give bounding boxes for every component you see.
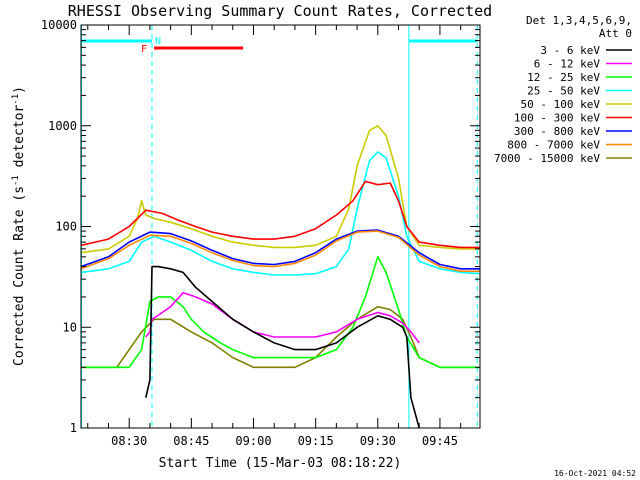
legend-label: 50 - 100 keV bbox=[521, 98, 601, 111]
y-axis-label-end: ) bbox=[12, 86, 27, 94]
legend-label: 25 - 50 keV bbox=[527, 85, 600, 98]
y-tick-label: 10 bbox=[63, 320, 77, 334]
y-axis-label-mid: detector bbox=[12, 105, 27, 176]
date-stamp: 16-Oct-2021 04:52 bbox=[554, 469, 636, 478]
legend-label: 7000 - 15000 keV bbox=[494, 152, 600, 165]
series-line-50-100-kev bbox=[81, 125, 480, 254]
x-tick-label: 09:30 bbox=[360, 434, 396, 448]
series-line-800-7000-kev bbox=[81, 230, 480, 273]
series-line-6-12-kev bbox=[145, 291, 420, 344]
series-lines bbox=[81, 125, 480, 428]
legend-header-line-1: Det 1,3,4,5,6,9, bbox=[526, 14, 632, 27]
legend-label: 12 - 25 keV bbox=[527, 71, 600, 84]
y-axis-label: Corrected Count Rate (s-1 detector-1) bbox=[11, 86, 27, 366]
y-axis-label-sup1: -1 bbox=[11, 175, 21, 186]
night-flag-label: N bbox=[155, 36, 161, 47]
x-tick-label: 08:30 bbox=[111, 434, 147, 448]
x-axis-ticks: 08:30 08:45 09:00 09:15 09:30 09:45 bbox=[87, 25, 462, 448]
x-tick-label: 09:15 bbox=[298, 434, 334, 448]
x-tick-label: 08:45 bbox=[173, 434, 209, 448]
x-axis-label: Start Time (15-Mar-03 08:18:22) bbox=[159, 456, 402, 471]
legend-label: 100 - 300 keV bbox=[514, 112, 600, 125]
chart-title: RHESSI Observing Summary Count Rates, Co… bbox=[68, 2, 492, 20]
series-line-100-300-kev bbox=[81, 180, 480, 249]
series-line-12-25-kev bbox=[81, 255, 480, 369]
series-line-3-6-kev bbox=[145, 265, 420, 428]
x-tick-label: 09:45 bbox=[422, 434, 458, 448]
flare-flag-label: F bbox=[141, 44, 147, 55]
legend-label: 300 - 800 keV bbox=[514, 125, 600, 138]
status-flag-bars: NF bbox=[81, 36, 478, 55]
x-tick-label: 09:00 bbox=[235, 434, 271, 448]
legend-header-line-2: Att 0 bbox=[599, 27, 632, 40]
y-tick-label: 1000 bbox=[48, 119, 77, 133]
series-line-300-800-kev bbox=[81, 229, 480, 270]
legend-label: 6 - 12 keV bbox=[534, 58, 601, 71]
y-tick-label: 1 bbox=[70, 421, 77, 435]
y-axis-label-sup2: -1 bbox=[11, 94, 21, 105]
legend-label: 3 - 6 keV bbox=[540, 44, 600, 57]
y-tick-label: 10000 bbox=[41, 18, 77, 32]
series-line-7000-15000-kev bbox=[81, 305, 480, 369]
y-axis-label-main: Corrected Count Rate (s bbox=[12, 186, 27, 366]
y-axis-ticks: 1 10 100 1000 10000 bbox=[41, 18, 480, 435]
series-line-25-50-kev bbox=[81, 151, 480, 276]
y-tick-label: 100 bbox=[55, 220, 77, 234]
legend-label: 800 - 7000 keV bbox=[507, 139, 600, 152]
